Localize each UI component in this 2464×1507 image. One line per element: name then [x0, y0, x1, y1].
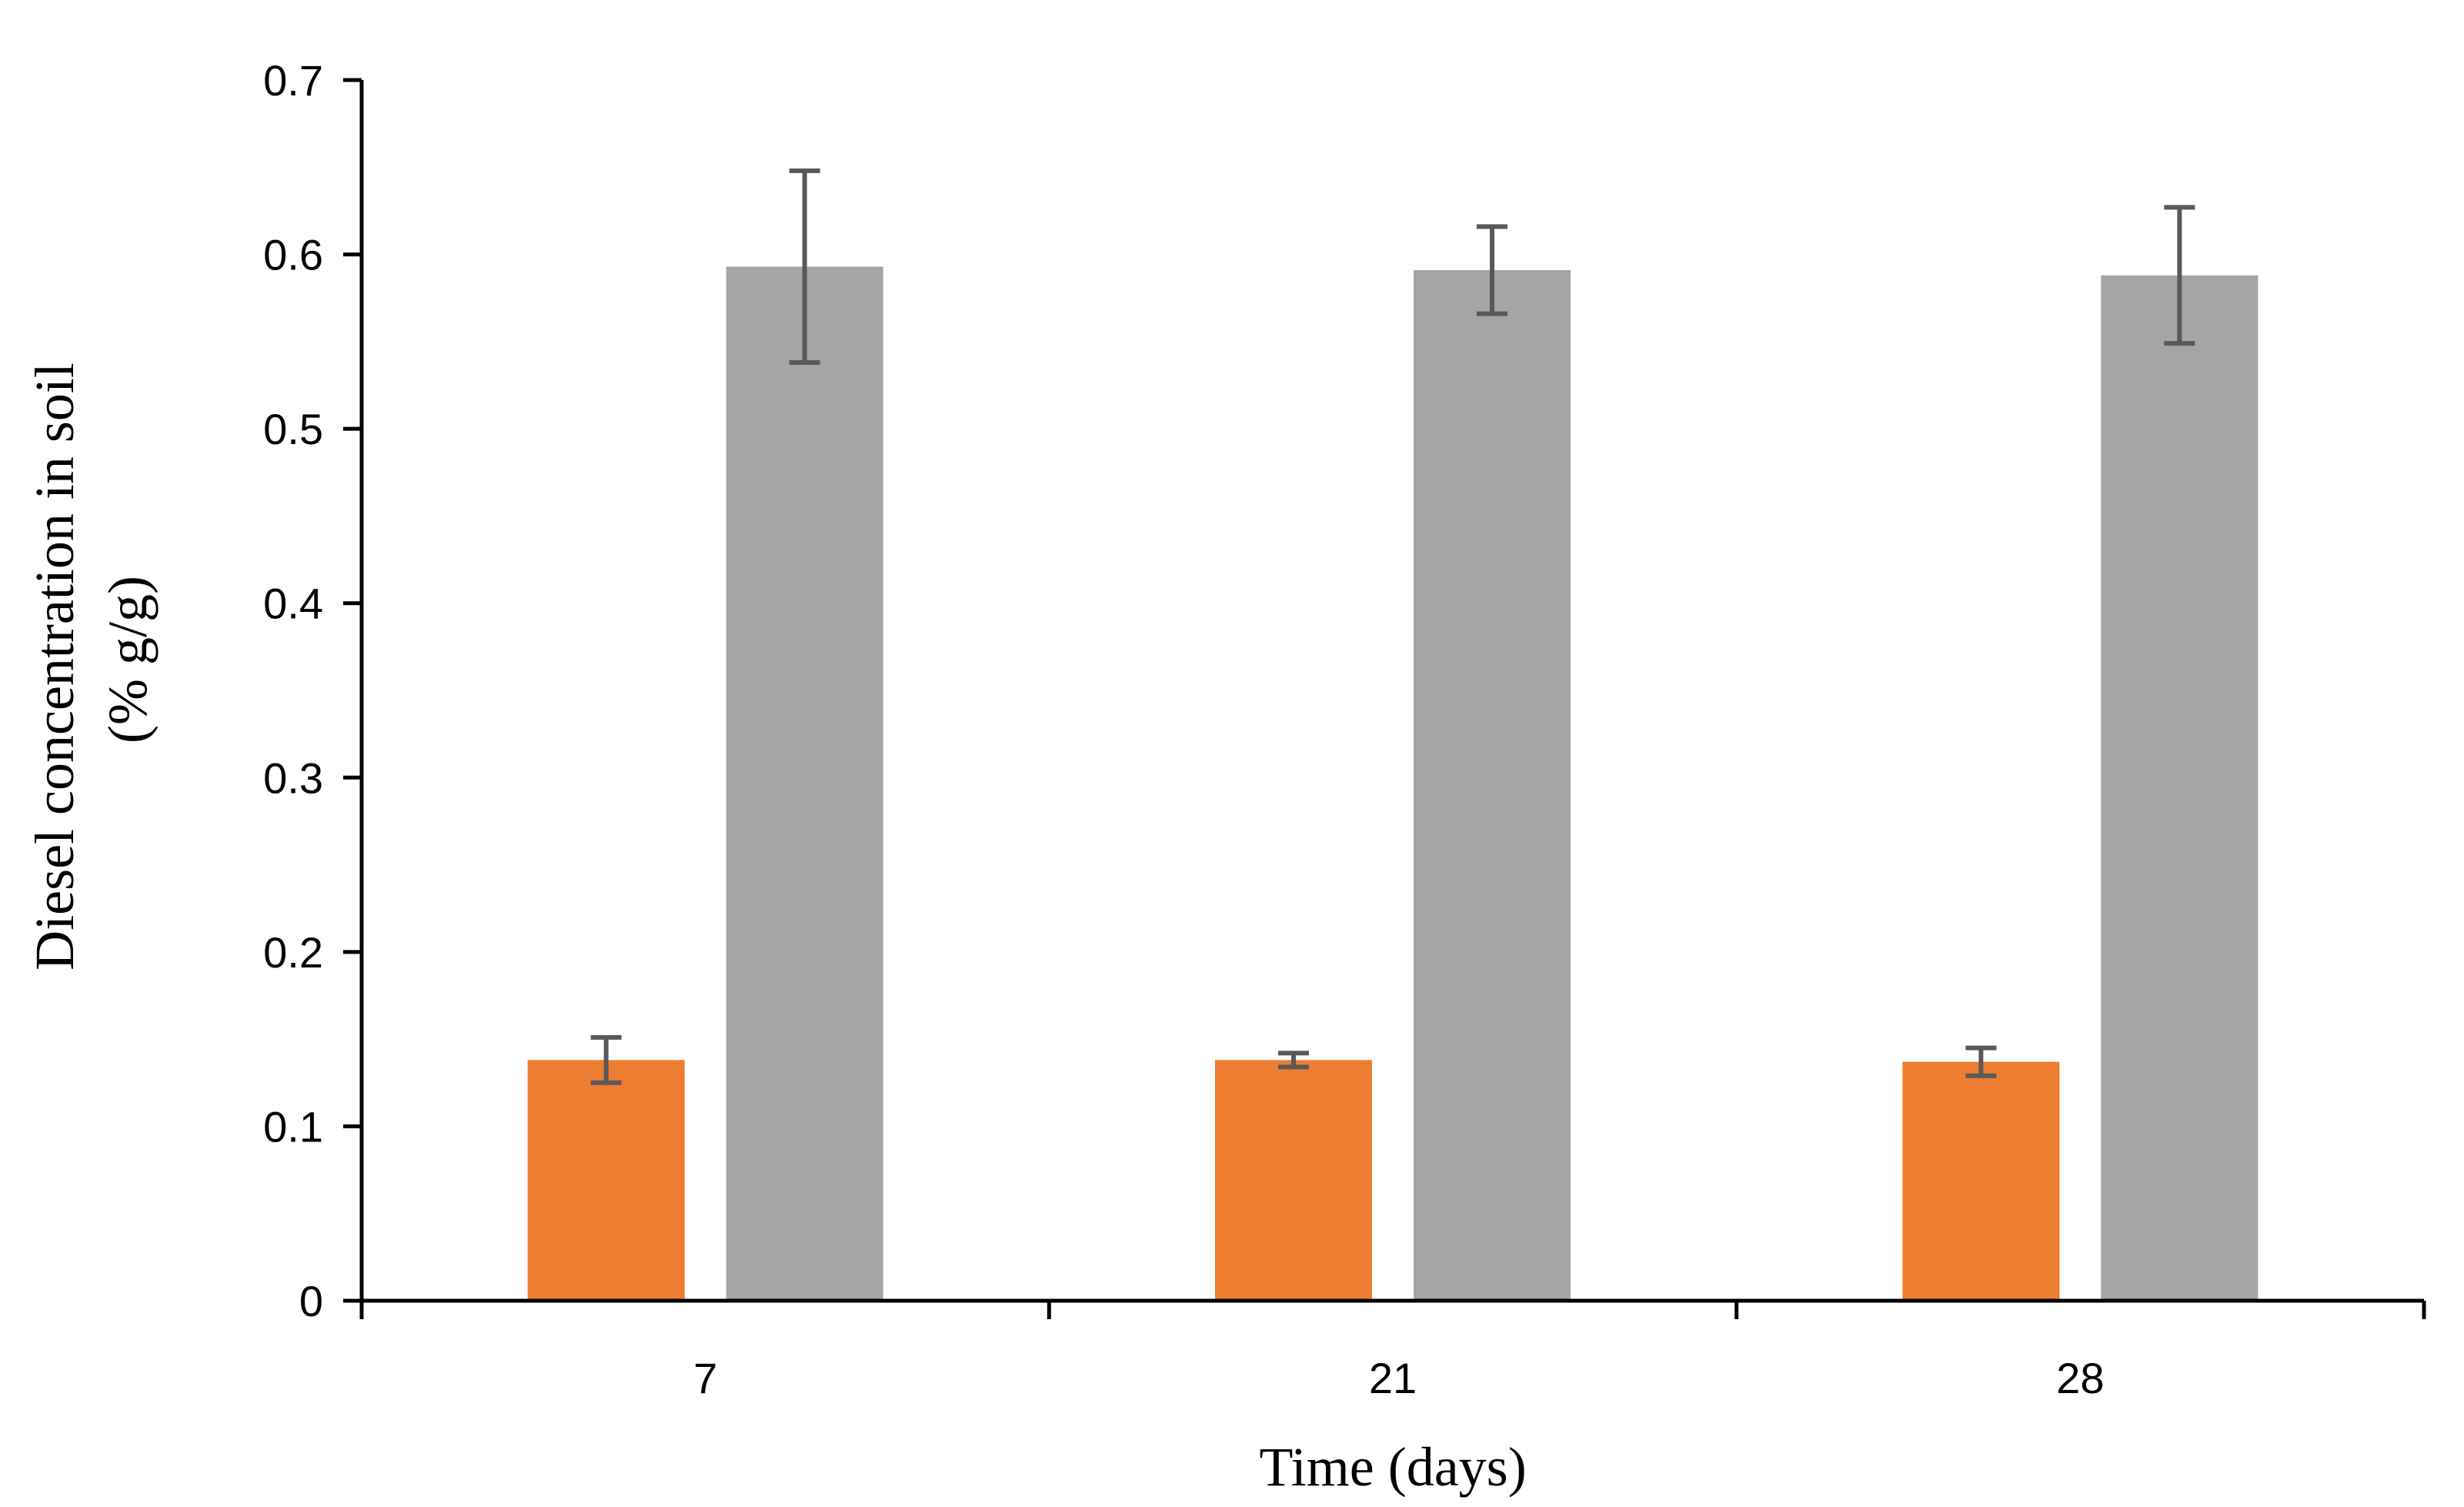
- bar: [1215, 1060, 1372, 1301]
- y-tick-label: 0.3: [263, 754, 323, 802]
- x-tick-label: 7: [693, 1354, 717, 1402]
- bar: [726, 266, 883, 1302]
- y-axis-title-line-1: Diesel concentration in soil: [24, 363, 85, 971]
- axes: [359, 80, 2424, 1303]
- bar: [527, 1060, 685, 1301]
- y-tick-label: 0.6: [263, 231, 323, 279]
- y-axis-title-line-2: (% g/g): [97, 576, 159, 743]
- x-ticks: 7 21 28: [359, 1301, 2426, 1402]
- y-tick-label: 0.5: [263, 405, 323, 453]
- y-tick-label: 0.7: [263, 56, 323, 105]
- y-tick-label: 0.1: [263, 1102, 323, 1151]
- error-bars: [590, 168, 2195, 1085]
- bar: [2101, 275, 2259, 1301]
- y-tick-label: 0: [299, 1277, 323, 1325]
- y-tick-label: 0.4: [263, 580, 323, 628]
- x-tick-label: 21: [1369, 1354, 1417, 1402]
- y-ticks: 0 0.1 0.2 0.3 0.4 0.5 0.6 0.7: [263, 56, 362, 1325]
- bars: [527, 266, 2259, 1302]
- y-axis-title: Diesel concentration in soil (% g/g): [24, 349, 159, 971]
- bar: [1902, 1061, 2060, 1301]
- bar: [1414, 269, 1571, 1301]
- y-tick-label: 0.2: [263, 928, 323, 977]
- x-axis-title: Time (days): [1259, 1436, 1526, 1498]
- x-tick-label: 28: [2056, 1354, 2104, 1402]
